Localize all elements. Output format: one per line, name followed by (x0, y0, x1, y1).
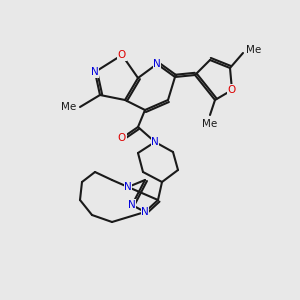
Text: N: N (91, 67, 99, 77)
Text: N: N (124, 182, 132, 192)
Text: N: N (141, 207, 149, 217)
Text: O: O (228, 85, 236, 95)
Text: Me: Me (202, 119, 217, 129)
Text: N: N (153, 59, 161, 69)
Text: Me: Me (246, 45, 261, 55)
Text: O: O (118, 50, 126, 60)
Text: O: O (118, 133, 126, 143)
Text: N: N (151, 137, 159, 147)
Text: N: N (128, 200, 136, 210)
Text: Me: Me (61, 102, 76, 112)
